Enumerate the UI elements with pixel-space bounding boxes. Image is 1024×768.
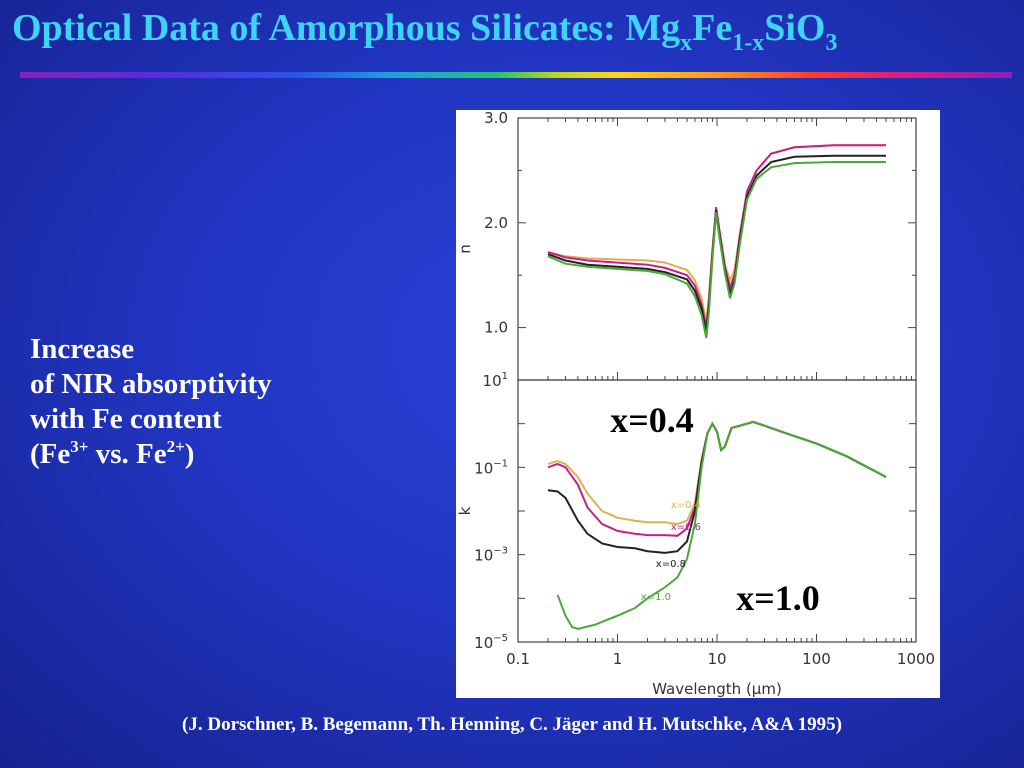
- bottom-panel-frame: [517, 379, 917, 643]
- series-line-x06: [547, 420, 887, 537]
- y-tick-label: 2.0: [484, 214, 508, 232]
- y-tick-label: 101: [483, 371, 508, 390]
- callout-x10: x=1.0: [736, 578, 820, 618]
- x-tick-label: 1000: [897, 650, 935, 668]
- y-tick-label: 10−1: [474, 458, 508, 477]
- series-label-x08: x=0.8: [656, 559, 686, 570]
- body-line-1: Increase: [30, 333, 135, 365]
- body-line-2: of NIR absorptivity: [30, 368, 272, 400]
- x-axis-label: Wavelength (µm): [652, 680, 782, 698]
- top-panel-lines: [547, 144, 886, 339]
- y-tick-label: 10−5: [474, 633, 508, 652]
- series-label-x10: x=1.0: [641, 592, 671, 603]
- x-tick-label: 10: [707, 650, 726, 668]
- series-line-x06: [547, 144, 886, 328]
- top-panel-frame: [517, 117, 917, 381]
- x-tick-label: 0.1: [506, 650, 530, 668]
- body-line-3: with Fe content: [30, 403, 222, 435]
- x-tick-label: 100: [802, 650, 831, 668]
- rainbow-divider: [20, 72, 1012, 78]
- series-label-x04: x=0.4: [671, 500, 701, 511]
- bottom-panel-lines: [547, 420, 887, 630]
- series-line-x08: [547, 420, 887, 554]
- y-axis-label-n: n: [456, 244, 474, 254]
- series-line-x04: [547, 144, 886, 323]
- series-line-x10: [547, 161, 886, 339]
- bottom-panel-axes: 0.1 1 10 100 1000 10−5 10−3 10−1 101 k Wavelength …: [456, 371, 935, 698]
- y-tick-label: 1.0: [484, 319, 508, 337]
- citation: (J. Dorschner, B. Begemann, Th. Henning,…: [182, 714, 842, 735]
- series-line-x08: [547, 154, 886, 332]
- y-tick-label: 10−3: [474, 546, 508, 565]
- chart-labels: x=0.4 x=0.6 x=0.8 x=1.0 x=0.4 x=1.0: [610, 400, 820, 618]
- optical-data-figure: 1.0 2.0 3.0 n 0.1 1 10 100 1000 10−5 10−3 10−1 101 k…: [456, 110, 940, 698]
- series-label-x06: x=0.6: [671, 522, 701, 533]
- series-line-x10: [556, 420, 887, 630]
- callout-x04: x=0.4: [610, 400, 694, 440]
- y-axis-label-k: k: [456, 506, 474, 515]
- body-text: Increase of NIR absorptivity with Fe con…: [30, 332, 272, 472]
- series-line-x04: [547, 420, 887, 526]
- slide-title: Optical Data of Amorphous Silicates: Mgx…: [12, 7, 838, 56]
- body-line-4: (Fe3+ vs. Fe2+): [30, 437, 195, 470]
- top-panel-axes: 1.0 2.0 3.0 n: [456, 110, 917, 381]
- y-tick-label: 3.0: [484, 110, 508, 127]
- x-tick-label: 1: [613, 650, 623, 668]
- optical-data-chart: 1.0 2.0 3.0 n 0.1 1 10 100 1000 10−5 10−3 10−1 101 k…: [456, 110, 935, 698]
